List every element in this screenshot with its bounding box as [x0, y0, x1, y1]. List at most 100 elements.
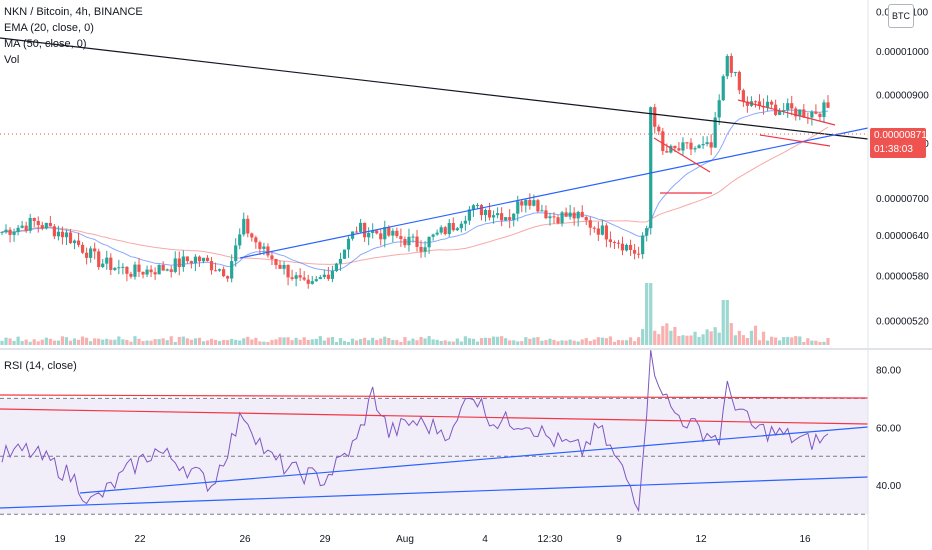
flag-top-line[interactable]: [737, 99, 836, 126]
rsi-blue-trendline-lower[interactable]: [0, 476, 869, 509]
candle[interactable]: [403, 236, 407, 248]
candle[interactable]: [165, 268, 169, 272]
candle[interactable]: [729, 53, 733, 78]
candle[interactable]: [528, 193, 532, 210]
candle[interactable]: [4, 224, 8, 234]
candle[interactable]: [250, 232, 254, 242]
candle[interactable]: [733, 71, 737, 77]
candle[interactable]: [89, 246, 93, 263]
candle[interactable]: [294, 272, 298, 287]
candle[interactable]: [496, 207, 500, 219]
candle[interactable]: [431, 233, 435, 241]
candle[interactable]: [798, 109, 802, 121]
candle[interactable]: [36, 216, 40, 233]
candle[interactable]: [665, 143, 669, 153]
candle[interactable]: [222, 266, 226, 278]
candle[interactable]: [552, 212, 556, 224]
candle[interactable]: [757, 94, 762, 110]
candle[interactable]: [342, 249, 347, 260]
candle[interactable]: [93, 242, 97, 260]
candle[interactable]: [334, 262, 339, 273]
candle[interactable]: [52, 223, 56, 240]
candle[interactable]: [141, 271, 145, 279]
candle[interactable]: [56, 225, 61, 241]
candle[interactable]: [624, 243, 629, 252]
candle[interactable]: [270, 251, 274, 266]
symbol-title[interactable]: NKN / Bitcoin, 4h, BINANCE: [4, 6, 143, 18]
candle[interactable]: [604, 223, 608, 248]
candle[interactable]: [637, 246, 641, 259]
candle[interactable]: [709, 134, 713, 156]
currency-badge[interactable]: BTC: [888, 4, 914, 28]
candle[interactable]: [540, 204, 544, 212]
candle[interactable]: [310, 275, 314, 285]
rsi-red-trendline-top[interactable]: [0, 394, 869, 399]
candle[interactable]: [145, 265, 149, 278]
candle[interactable]: [556, 214, 560, 225]
candle[interactable]: [443, 226, 447, 236]
candle[interactable]: [105, 250, 109, 270]
candle[interactable]: [306, 274, 310, 289]
candle[interactable]: [64, 229, 69, 246]
candle[interactable]: [467, 206, 471, 225]
candle[interactable]: [12, 228, 16, 242]
candle[interactable]: [653, 103, 657, 134]
candle[interactable]: [584, 216, 588, 226]
candle[interactable]: [318, 275, 322, 280]
candle[interactable]: [427, 236, 431, 254]
candle[interactable]: [201, 257, 206, 264]
candle[interactable]: [24, 221, 28, 233]
candle[interactable]: [818, 112, 822, 122]
ema-legend[interactable]: EMA (20, close, 0): [4, 22, 94, 34]
candle[interactable]: [745, 96, 750, 113]
candle[interactable]: [76, 232, 81, 248]
candle[interactable]: [580, 205, 584, 218]
candle[interactable]: [391, 228, 395, 243]
candle[interactable]: [415, 229, 419, 252]
candle[interactable]: [234, 238, 238, 267]
candle[interactable]: [774, 99, 778, 117]
candle[interactable]: [338, 252, 343, 271]
candle[interactable]: [121, 263, 125, 275]
candle[interactable]: [765, 95, 770, 112]
candle[interactable]: [185, 256, 189, 264]
candle[interactable]: [479, 204, 484, 221]
candle[interactable]: [786, 98, 790, 118]
candle[interactable]: [193, 254, 198, 272]
candle[interactable]: [572, 207, 576, 226]
candle[interactable]: [181, 250, 185, 272]
candle[interactable]: [685, 141, 689, 149]
candle[interactable]: [48, 215, 52, 227]
candle[interactable]: [28, 213, 32, 234]
candle[interactable]: [632, 243, 637, 260]
candle[interactable]: [693, 146, 697, 153]
candle[interactable]: [149, 265, 153, 277]
candle[interactable]: [419, 240, 423, 258]
candle[interactable]: [701, 136, 705, 149]
candle[interactable]: [657, 124, 661, 135]
candle[interactable]: [689, 138, 693, 155]
candle[interactable]: [600, 219, 604, 236]
candle[interactable]: [822, 99, 826, 123]
candle[interactable]: [85, 247, 89, 265]
candle[interactable]: [359, 218, 363, 233]
candle[interactable]: [298, 268, 302, 281]
candle[interactable]: [483, 208, 488, 222]
candle[interactable]: [226, 275, 230, 282]
candle[interactable]: [810, 110, 814, 126]
candle[interactable]: [661, 127, 665, 155]
candle[interactable]: [101, 258, 105, 269]
candle[interactable]: [16, 224, 20, 236]
candle[interactable]: [290, 269, 294, 281]
candle[interactable]: [455, 226, 459, 231]
candle[interactable]: [790, 95, 794, 116]
candle[interactable]: [197, 255, 202, 267]
candle[interactable]: [677, 142, 681, 152]
candle[interactable]: [169, 265, 173, 278]
candle[interactable]: [407, 228, 411, 252]
candle[interactable]: [491, 210, 496, 224]
candle[interactable]: [326, 266, 330, 281]
candle[interactable]: [254, 235, 258, 249]
candle[interactable]: [737, 70, 741, 95]
candle[interactable]: [681, 137, 685, 156]
